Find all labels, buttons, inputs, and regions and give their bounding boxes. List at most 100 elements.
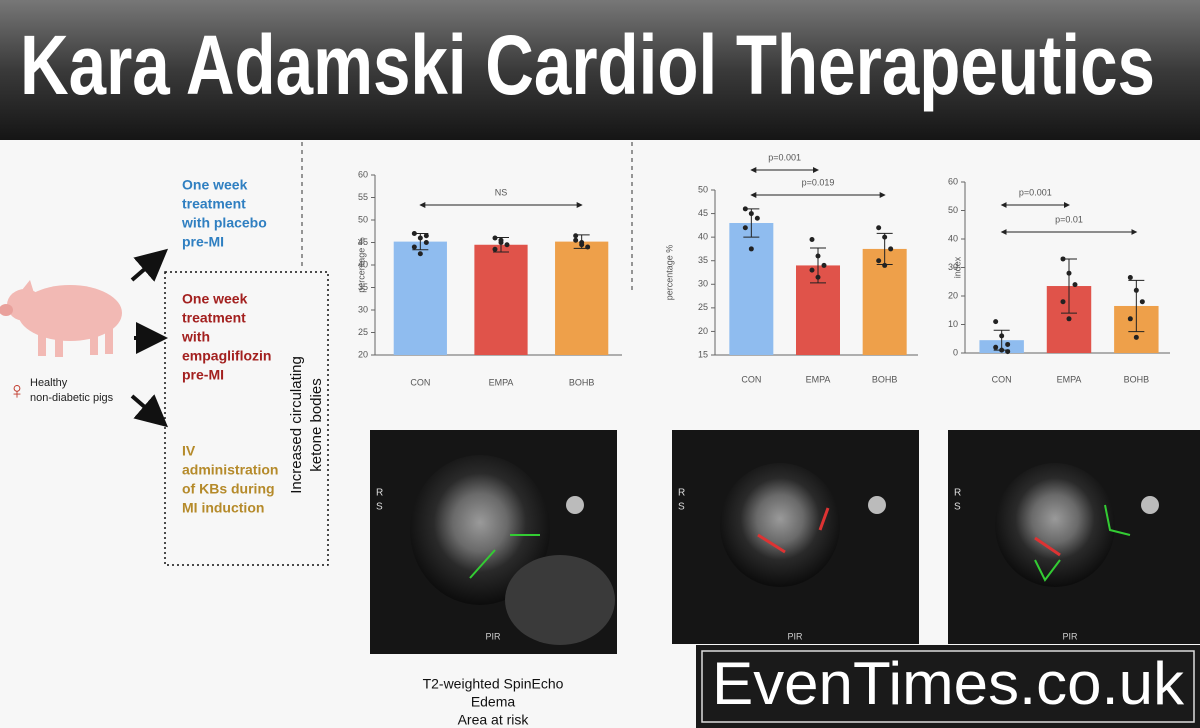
- x-tick-label: BOHB: [569, 377, 595, 387]
- watermark-box: [696, 645, 1200, 728]
- y-tick-label: 50: [698, 184, 708, 194]
- y-tick-label: 30: [698, 279, 708, 289]
- y-tick-label: 40: [698, 232, 708, 242]
- bar: [474, 244, 528, 355]
- y-tick-label: 40: [358, 259, 368, 269]
- y-tick-label: 20: [698, 326, 708, 336]
- x-tick-label: EMPA: [489, 377, 514, 387]
- data-point: [1127, 274, 1133, 280]
- data-point: [876, 225, 882, 231]
- data-point: [1066, 270, 1072, 276]
- x-tick-label: BOHB: [1124, 374, 1150, 384]
- y-tick-label: 35: [358, 282, 368, 292]
- data-point: [993, 319, 999, 325]
- y-tick-label: 20: [358, 349, 368, 359]
- caption: Edema: [471, 694, 516, 710]
- data-point: [993, 344, 999, 350]
- data-point: [1005, 349, 1011, 355]
- data-point: [821, 262, 827, 268]
- y-axis-label: percentage %: [356, 237, 366, 293]
- orientation-label: S: [954, 502, 961, 513]
- orientation-label: S: [678, 502, 685, 513]
- y-tick-label: 45: [358, 237, 368, 247]
- data-point: [411, 231, 417, 236]
- y-tick-label: 25: [358, 327, 368, 337]
- y-tick-label: 55: [358, 192, 368, 202]
- arrow: [130, 394, 169, 428]
- group-label: pre-MI: [182, 234, 224, 250]
- data-point: [1139, 299, 1145, 305]
- y-tick-label: 25: [698, 302, 708, 312]
- data-point: [999, 333, 1005, 339]
- data-point: [423, 233, 429, 239]
- data-point: [882, 262, 888, 268]
- caption: T2-weighted SpinEcho: [423, 676, 564, 692]
- bar: [393, 241, 447, 355]
- group-label: MI induction: [182, 500, 264, 516]
- subject-label: Healthy: [30, 377, 68, 389]
- ketone-box: [164, 271, 329, 566]
- data-point: [504, 242, 510, 248]
- data-point: [809, 267, 815, 273]
- orientation-label: S: [376, 502, 383, 513]
- banner-title: Kara Adamski Cardiol Therapeutics: [20, 18, 1155, 112]
- arrow: [130, 248, 169, 282]
- orientation-label: R: [376, 488, 383, 499]
- ketone-label: ketone bodies: [308, 378, 325, 471]
- data-point: [742, 225, 748, 231]
- data-point: [999, 347, 1005, 353]
- y-tick-label: 35: [698, 255, 708, 265]
- data-point: [1005, 341, 1011, 347]
- data-point: [417, 251, 423, 257]
- orientation-label: R: [678, 488, 685, 499]
- data-point: [1066, 316, 1072, 322]
- subject-label: non-diabetic pigs: [30, 392, 114, 404]
- data-point: [1127, 316, 1133, 322]
- data-point: [498, 237, 504, 243]
- pig-icon: [0, 280, 122, 357]
- x-tick-label: EMPA: [1057, 374, 1082, 384]
- x-tick-label: CON: [741, 374, 761, 384]
- caption: Area at risk: [458, 712, 530, 728]
- data-point: [1060, 256, 1066, 262]
- watermark: EvenTimes.co.uk: [712, 650, 1185, 717]
- y-tick-label: 20: [948, 290, 958, 300]
- y-tick-label: 30: [948, 262, 958, 272]
- data-point: [809, 237, 815, 242]
- watermark-frame: [701, 650, 1195, 723]
- data-point: [1060, 299, 1066, 305]
- x-tick-label: BOHB: [872, 374, 898, 384]
- bar: [555, 241, 609, 355]
- y-tick-label: 30: [358, 304, 368, 314]
- bar: [729, 223, 774, 355]
- banner: [0, 0, 1200, 140]
- data-point: [573, 233, 579, 239]
- y-axis-label: index: [952, 256, 962, 278]
- y-tick-label: 15: [698, 349, 708, 359]
- data-point: [815, 253, 821, 259]
- data-point: [876, 258, 882, 264]
- group-label: with placebo: [181, 215, 267, 231]
- schematic: Healthy non-diabetic pigs One week treatmen…: [30, 177, 325, 516]
- comparison-label: p=0.001: [768, 152, 801, 162]
- data-point: [888, 246, 894, 252]
- data-point: [882, 234, 888, 240]
- data-point: [411, 244, 417, 250]
- sequence-label: PIR: [1062, 631, 1078, 641]
- group-label: pre-MI: [182, 367, 224, 383]
- group-label: treatment: [182, 196, 246, 212]
- data-point: [579, 242, 585, 248]
- data-point: [585, 244, 591, 250]
- group-label: empagliflozin: [182, 348, 271, 364]
- data-point: [1072, 282, 1078, 288]
- x-tick-label: EMPA: [806, 374, 831, 384]
- group-label: with: [181, 329, 210, 345]
- data-point: [754, 215, 760, 221]
- data-point: [492, 246, 498, 252]
- data-point: [748, 211, 754, 217]
- sequence-label: PIR: [787, 631, 803, 641]
- data-point: [423, 240, 429, 245]
- comparison-label: p=0.001: [1019, 187, 1052, 197]
